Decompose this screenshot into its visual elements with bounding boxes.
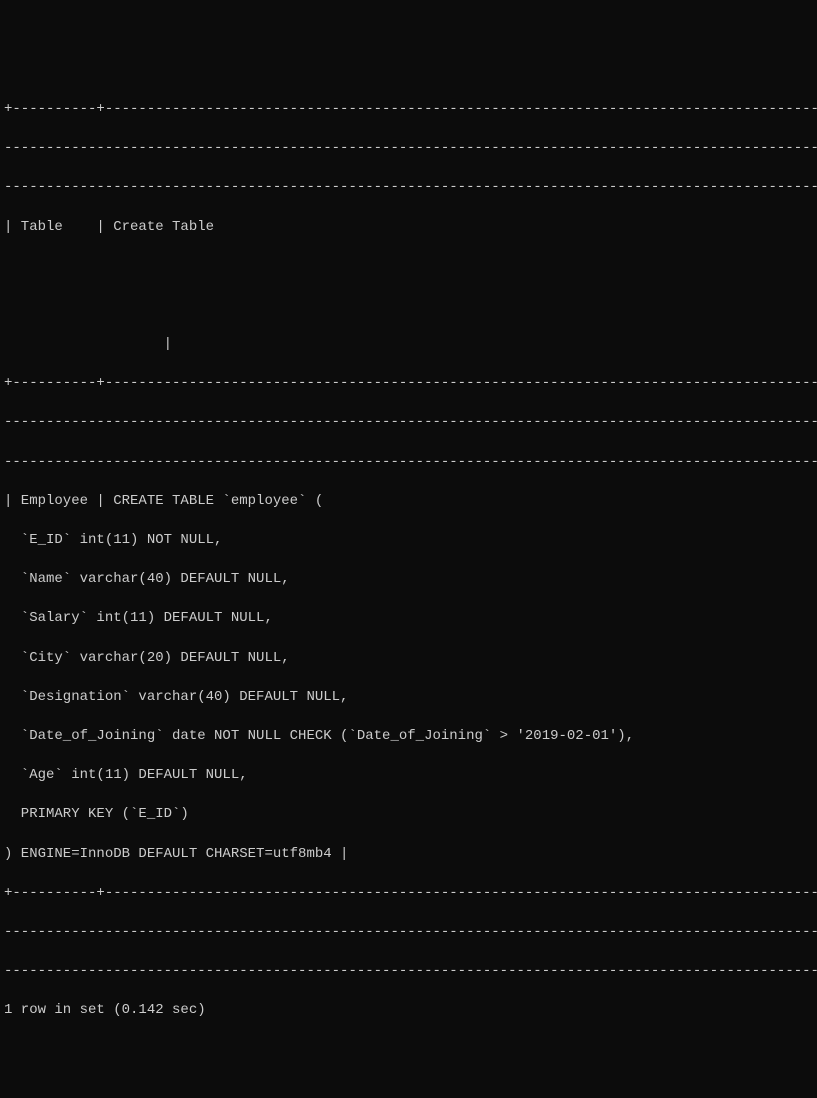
separator-line: ----------------------------------------… [4,178,813,198]
separator-line: ----------------------------------------… [4,139,813,159]
separator-line: ----------------------------------------… [4,413,813,433]
result-summary: 1 row in set (0.142 sec) [4,1001,813,1021]
separator-line: +----------+----------------------------… [4,884,813,904]
sql-output-line: `E_ID` int(11) NOT NULL, [4,531,813,551]
sql-output-line: `Date_of_Joining` date NOT NULL CHECK (`… [4,727,813,747]
sql-output-line: | Employee | CREATE TABLE `employee` ( [4,492,813,512]
header-row: | Table | Create Table [4,218,813,238]
header-blank-pipe: | [4,335,813,355]
sql-output-line: PRIMARY KEY (`E_ID`) [4,805,813,825]
sql-output-line: ) ENGINE=InnoDB DEFAULT CHARSET=utf8mb4 … [4,845,813,865]
sql-output-line: `Name` varchar(40) DEFAULT NULL, [4,570,813,590]
blank-line [4,296,813,316]
sql-output-line: `Designation` varchar(40) DEFAULT NULL, [4,688,813,708]
separator-line: +----------+----------------------------… [4,100,813,120]
sql-output-line: `Salary` int(11) DEFAULT NULL, [4,609,813,629]
separator-line: ----------------------------------------… [4,962,813,982]
separator-line: ----------------------------------------… [4,923,813,943]
blank-line [4,257,813,277]
separator-line: +----------+----------------------------… [4,374,813,394]
sql-output-line: `City` varchar(20) DEFAULT NULL, [4,649,813,669]
separator-line: ----------------------------------------… [4,453,813,473]
terminal-output: +----------+----------------------------… [0,78,817,1042]
sql-output-line: `Age` int(11) DEFAULT NULL, [4,766,813,786]
